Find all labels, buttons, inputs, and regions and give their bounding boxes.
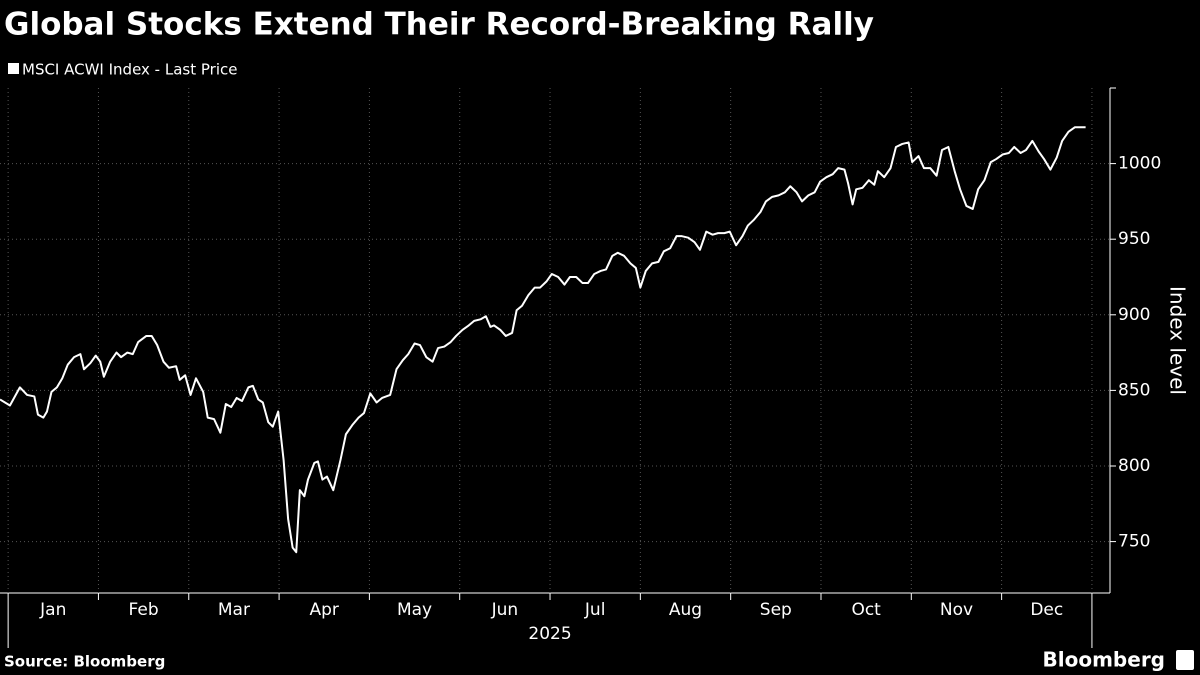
x-tick-label: Sep	[760, 600, 792, 620]
y-axis-label: Index level	[1166, 286, 1190, 395]
x-tick-label: Oct	[851, 600, 881, 620]
brand: Bloomberg	[1043, 648, 1165, 672]
x-tick-label: Apr	[310, 600, 339, 620]
series-line	[0, 126, 1086, 554]
y-tick-label: 1000	[1118, 154, 1161, 174]
y-tick-label: 950	[1118, 229, 1150, 249]
x-tick-label: May	[397, 600, 432, 620]
x-tick-label: Jun	[491, 600, 519, 620]
legend-swatch	[8, 63, 19, 74]
x-tick-label: Dec	[1030, 600, 1063, 620]
y-tick-label: 850	[1118, 380, 1150, 400]
legend-label: MSCI ACWI Index - Last Price	[22, 61, 237, 79]
y-tick-label: 750	[1118, 532, 1150, 552]
x-axis-label: 2025	[528, 624, 571, 644]
x-tick-label: Mar	[218, 600, 250, 620]
x-tick-label: Jul	[584, 600, 606, 620]
x-tick-label: Jan	[39, 600, 66, 620]
source: Source: Bloomberg	[4, 653, 165, 671]
x-tick-label: Aug	[669, 600, 702, 620]
chart-title: Global Stocks Extend Their Record-Breaki…	[4, 7, 874, 43]
y-tick-label: 900	[1118, 305, 1150, 325]
x-tick-label: Nov	[940, 600, 973, 620]
y-tick-label: 800	[1118, 456, 1150, 476]
x-tick-label: Feb	[129, 600, 159, 620]
brand-icon	[1176, 650, 1194, 670]
